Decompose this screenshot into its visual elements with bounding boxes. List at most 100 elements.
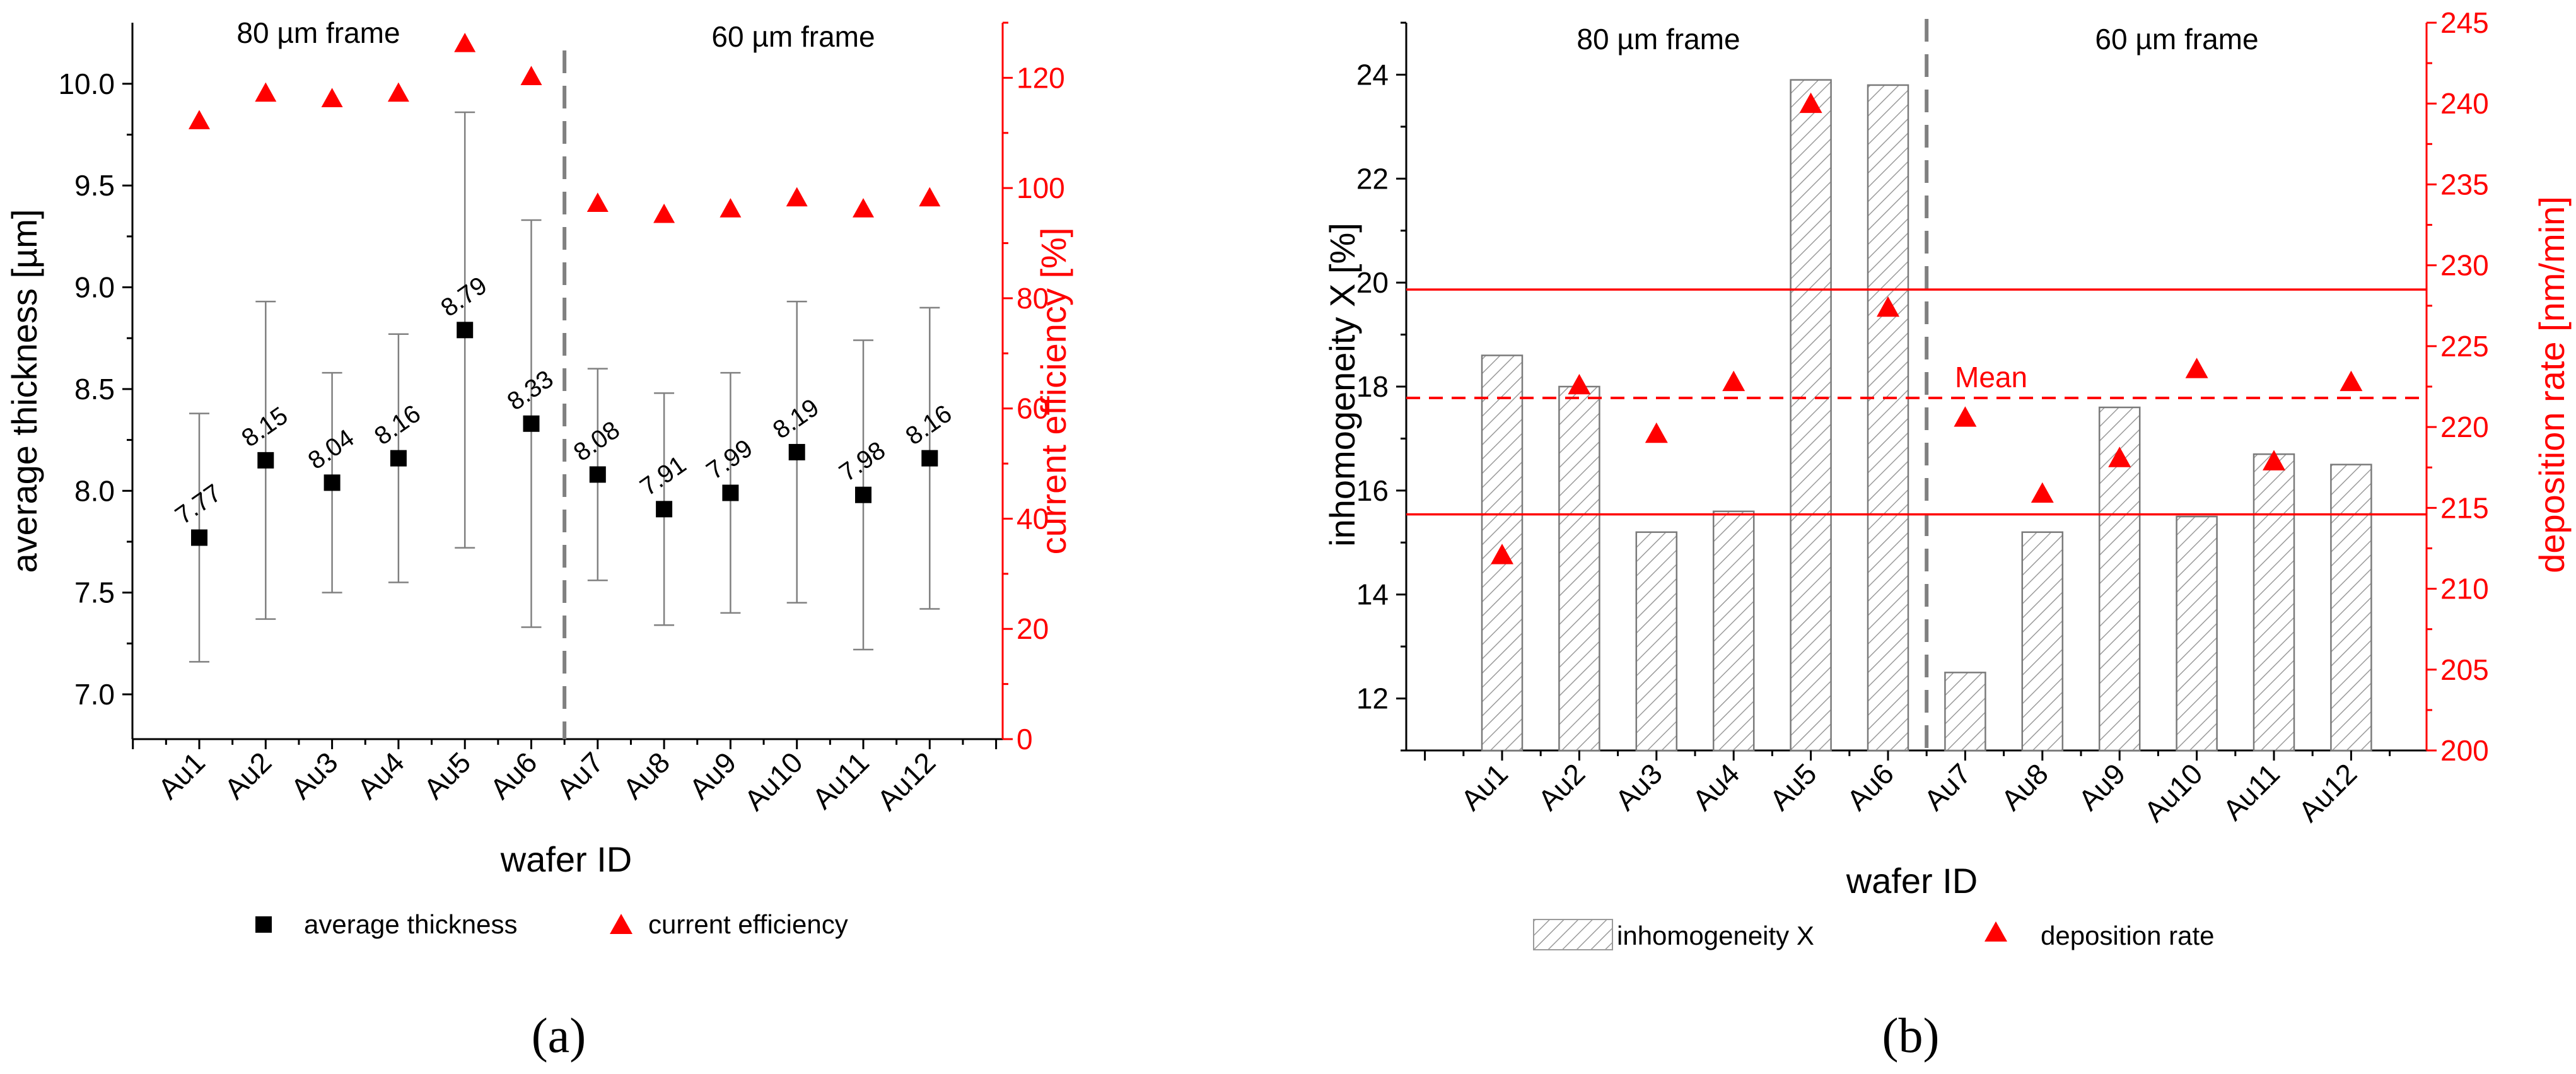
panel-a-x-tick-label: Au5 bbox=[417, 745, 477, 805]
panel-a-chart: 7.778.15 8.04 8.168.798.338.087.91 7.998.19… bbox=[4, 16, 1073, 1063]
panel-b-x-tick-label: Au3 bbox=[1609, 757, 1669, 817]
deposition-point bbox=[2031, 482, 2054, 503]
inhomogeneity-bar bbox=[2253, 453, 2295, 752]
panel-a-y-right-tick-label: 20 bbox=[1017, 612, 1049, 645]
panel-b-x-tick-label: Au7 bbox=[1918, 757, 1978, 817]
panel-b-inhomogeneity-bars bbox=[1481, 79, 2372, 752]
thickness-point bbox=[257, 452, 274, 469]
panel-a-x-tick-label: Au3 bbox=[284, 745, 344, 805]
deposition-point bbox=[2340, 370, 2363, 392]
panel-a-x-tick-label: Au4 bbox=[351, 745, 411, 805]
thickness-point bbox=[323, 474, 341, 491]
efficiency-point bbox=[786, 187, 808, 207]
panel-b-label: (b) bbox=[1882, 1008, 1940, 1063]
panel-a-y-right-tick-label: 80 bbox=[1017, 282, 1049, 315]
panel-b-y-tick-label: 14 bbox=[1356, 578, 1389, 611]
panel-b-x-tick-label: Au4 bbox=[1686, 757, 1746, 817]
deposition-point bbox=[2108, 447, 2131, 467]
thickness-point bbox=[523, 415, 540, 432]
panel-b-x-tick-label: Au2 bbox=[1532, 757, 1592, 817]
panel-a-y-right-tick-label: 0 bbox=[1017, 723, 1033, 756]
panel-b-y-tick-label: 22 bbox=[1356, 162, 1389, 195]
panel-a-x-axis-title: wafer ID bbox=[500, 839, 632, 879]
inhomogeneity-bar bbox=[1558, 385, 1600, 752]
legend-square-marker bbox=[255, 916, 272, 933]
thickness-data-label: 8.04 bbox=[303, 424, 359, 475]
deposition-point bbox=[1954, 406, 1977, 427]
thickness-point bbox=[722, 484, 739, 501]
panel-b-mean-label: Mean bbox=[1955, 361, 2027, 394]
deposition-point bbox=[2263, 450, 2285, 470]
panel-b-y-right-tick-label: 240 bbox=[2440, 87, 2489, 120]
panel-b-x-tick-label: Au10 bbox=[2138, 757, 2209, 828]
legend-inhomogeneity: inhomogeneity X bbox=[1617, 921, 1814, 950]
panel-b-x-tick-label: Au9 bbox=[2072, 757, 2132, 817]
legend-average-thickness: average thickness bbox=[304, 909, 518, 939]
thickness-data-label: 7.99 bbox=[701, 435, 757, 486]
panel-b-x-tick-label: Au1 bbox=[1454, 757, 1514, 817]
panel-a-thickness-series bbox=[191, 322, 938, 546]
deposition-point bbox=[1568, 373, 1591, 395]
thickness-point bbox=[921, 450, 938, 467]
panel-a-x-tick-label: Au8 bbox=[617, 745, 677, 805]
panel-a-y-axis-title: average thickness [µm] bbox=[4, 209, 44, 573]
inhomogeneity-bar bbox=[2021, 531, 2064, 752]
efficiency-point bbox=[720, 198, 742, 218]
panel-a-y-tick-label: 8.0 bbox=[74, 474, 115, 507]
thickness-point bbox=[191, 529, 207, 546]
inhomogeneity-bar bbox=[1944, 672, 1986, 752]
panel-a-efficiency-series bbox=[189, 32, 941, 223]
thickness-point bbox=[855, 486, 871, 503]
deposition-point bbox=[1877, 296, 1899, 317]
panel-a-y-axis-right-title: current efficiency [%] bbox=[1034, 228, 1073, 555]
panel-b-legend: inhomogeneity X deposition rate bbox=[1533, 919, 2215, 950]
efficiency-point bbox=[255, 82, 277, 102]
panel-b-x-tick-label: Au8 bbox=[1995, 757, 2054, 817]
thickness-data-label: 8.33 bbox=[503, 365, 559, 416]
thickness-data-label: 8.08 bbox=[569, 416, 625, 467]
panel-a-y-right-tick-label: 100 bbox=[1017, 172, 1065, 204]
panel-a-x-tick-label: Au2 bbox=[218, 745, 278, 805]
panel-b-x-axis-title: wafer ID bbox=[1846, 861, 1978, 901]
panel-b-deposition-series bbox=[1491, 92, 2363, 564]
panel-b-y-right-tick-label: 235 bbox=[2440, 168, 2489, 201]
thickness-point bbox=[589, 466, 606, 483]
panel-a-x-tick-label: Au9 bbox=[683, 745, 743, 805]
efficiency-point bbox=[586, 192, 609, 212]
efficiency-point bbox=[919, 187, 941, 207]
panel-a-x-tick-label: Au10 bbox=[738, 745, 809, 817]
efficiency-point bbox=[454, 32, 476, 52]
panel-b-left-axis: 12 14 16 18 20 22 24 bbox=[1356, 21, 1406, 752]
panel-a-x-tick-label: Au7 bbox=[550, 745, 610, 805]
panel-b-y-right-tick-label: 210 bbox=[2440, 573, 2489, 605]
deposition-point bbox=[1491, 544, 1513, 564]
panel-a-y-tick-label: 9.5 bbox=[74, 169, 115, 202]
thickness-data-label: 8.79 bbox=[436, 271, 492, 322]
panel-b-y-tick-label: 18 bbox=[1356, 370, 1389, 403]
panel-a-x-tick-label: Au12 bbox=[871, 745, 942, 817]
efficiency-point bbox=[520, 66, 542, 86]
panel-a-x-tick-label: Au1 bbox=[151, 745, 211, 805]
panel-b-y-tick-label: 12 bbox=[1356, 682, 1389, 715]
panel-a-y-right-tick-label: 40 bbox=[1017, 502, 1049, 535]
legend-hatched-bar-marker bbox=[1533, 919, 1613, 950]
thickness-data-label: 8.16 bbox=[370, 400, 426, 451]
inhomogeneity-bar bbox=[1790, 79, 1832, 752]
panel-a-left-axis: 7.0 7.5 8.0 8.5 9.0 9.5 10.0 bbox=[58, 67, 132, 711]
legend-deposition-rate: deposition rate bbox=[2041, 921, 2215, 950]
thickness-data-label: 7.77 bbox=[170, 479, 226, 530]
panel-a-label: (a) bbox=[532, 1008, 586, 1063]
panel-b-reference-lines bbox=[1406, 19, 2427, 750]
panel-b-y-right-tick-label: 220 bbox=[2440, 411, 2489, 443]
panel-b-y-right-tick-label: 225 bbox=[2440, 330, 2489, 363]
panel-b-y-right-tick-label: 230 bbox=[2440, 249, 2489, 282]
thickness-data-label: 8.16 bbox=[900, 400, 957, 451]
legend-triangle-marker bbox=[610, 914, 632, 934]
efficiency-point bbox=[853, 198, 874, 218]
inhomogeneity-bar bbox=[1712, 510, 1755, 752]
panel-b-y-tick-label: 16 bbox=[1356, 474, 1389, 507]
inhomogeneity-bar bbox=[2330, 464, 2372, 752]
panel-b-right-axis: 200 205 210 215 220 225 230 235 240 245 bbox=[2427, 6, 2489, 767]
panel-b-region-right: 60 µm frame bbox=[2095, 23, 2258, 55]
